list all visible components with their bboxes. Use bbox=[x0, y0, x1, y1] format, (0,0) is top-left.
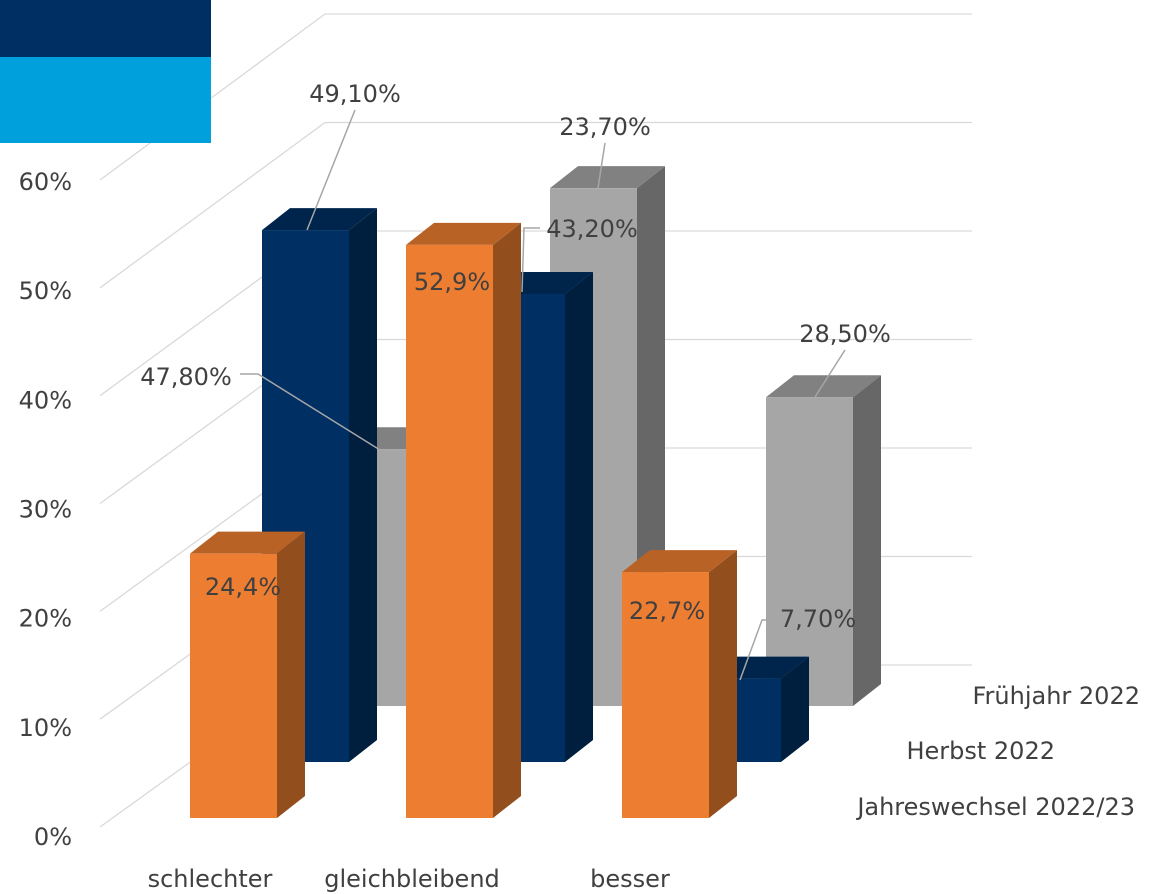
bar bbox=[406, 244, 493, 818]
bar-top bbox=[406, 222, 521, 245]
bar-side bbox=[709, 550, 737, 818]
leader-line bbox=[597, 142, 606, 189]
bar-top bbox=[766, 375, 881, 398]
series-label: Herbst 2022 bbox=[906, 737, 1055, 765]
bar bbox=[190, 553, 277, 818]
legend-swatch bbox=[0, 57, 211, 143]
bar-top bbox=[190, 531, 305, 554]
data-label: 28,50% bbox=[799, 320, 891, 348]
series-label: Jahreswechsel 2022/23 bbox=[855, 793, 1135, 821]
leader-line bbox=[814, 349, 846, 398]
grid-line bbox=[99, 121, 972, 289]
y-tick-label: 40% bbox=[19, 386, 72, 414]
leader-line bbox=[521, 227, 540, 293]
bar-top bbox=[550, 166, 665, 189]
y-tick-label: 30% bbox=[19, 496, 72, 524]
bar-side bbox=[349, 208, 377, 763]
bar-side bbox=[781, 656, 809, 762]
data-label: 47,80% bbox=[140, 363, 232, 391]
bar-top bbox=[262, 208, 377, 231]
leader-line bbox=[240, 373, 381, 451]
bar bbox=[766, 397, 853, 706]
data-label: 43,20% bbox=[546, 215, 638, 243]
bar-side bbox=[493, 222, 521, 818]
data-label: 22,7% bbox=[629, 597, 705, 625]
x-tick-label: schlechter bbox=[148, 865, 273, 893]
data-label: 52,9% bbox=[414, 268, 490, 296]
bar bbox=[622, 572, 709, 818]
y-tick-label: 0% bbox=[34, 823, 72, 851]
data-label: 7,70% bbox=[780, 605, 856, 633]
y-tick-label: 10% bbox=[19, 714, 72, 742]
leader-line bbox=[739, 619, 772, 681]
y-tick-label: 20% bbox=[19, 605, 72, 633]
data-label: 24,4% bbox=[205, 573, 281, 601]
bar-side bbox=[565, 272, 593, 762]
x-tick-label: gleichbleibend bbox=[324, 865, 500, 893]
bar-top bbox=[622, 550, 737, 573]
x-tick-label: besser bbox=[590, 865, 670, 893]
leader-line bbox=[306, 109, 356, 231]
bar-side bbox=[853, 375, 881, 706]
data-label: 23,70% bbox=[559, 113, 651, 141]
data-label: 49,10% bbox=[309, 80, 401, 108]
bar-side bbox=[277, 531, 305, 818]
grid-line bbox=[99, 13, 972, 181]
series-label: Frühjahr 2022 bbox=[972, 682, 1140, 710]
legend-swatch bbox=[0, 0, 211, 57]
y-tick-label: 50% bbox=[19, 277, 72, 305]
y-tick-label: 60% bbox=[19, 168, 72, 196]
